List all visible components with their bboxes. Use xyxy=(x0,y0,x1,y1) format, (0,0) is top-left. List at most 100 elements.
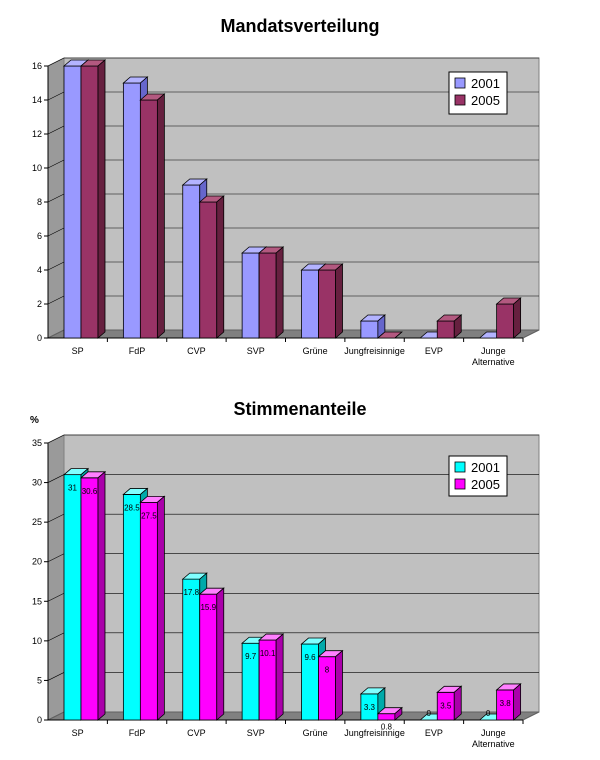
y-tick-label: 10 xyxy=(32,636,42,646)
y-tick-label: 6 xyxy=(37,231,42,241)
bar-side xyxy=(335,649,343,721)
data-label: 10.1 xyxy=(260,649,276,658)
data-label: 9.7 xyxy=(245,652,257,661)
gridline-side xyxy=(47,159,65,169)
y-tick-label: 14 xyxy=(32,95,42,105)
gridline-side xyxy=(47,227,65,237)
x-tick-label: CVP xyxy=(187,346,206,356)
y-tick-label: 0 xyxy=(37,715,42,725)
bar-side xyxy=(335,263,343,339)
data-label: 28.5 xyxy=(124,503,140,512)
data-label: 15.9 xyxy=(200,603,216,612)
gridline-side xyxy=(47,434,65,444)
gridline-side xyxy=(47,125,65,135)
x-tick-label: SP xyxy=(72,346,84,356)
data-label: 30.6 xyxy=(82,487,98,496)
x-tick-label: Grüne xyxy=(303,346,328,356)
bar-side xyxy=(275,633,284,721)
data-label: 3.5 xyxy=(440,701,452,710)
gridline-side xyxy=(47,513,65,523)
plot-side-wall xyxy=(47,434,65,721)
data-label: 27.5 xyxy=(141,511,157,520)
bar xyxy=(496,303,515,339)
y-tick-label: 10 xyxy=(32,163,42,173)
legend-label: 2001 xyxy=(471,76,500,91)
legend-label: 2005 xyxy=(471,93,500,108)
bar-side xyxy=(513,683,522,721)
data-label: 17.8 xyxy=(183,588,199,597)
y-tick-label: 4 xyxy=(37,265,42,275)
bar xyxy=(318,269,336,339)
legend: 2001 2005 xyxy=(448,455,508,497)
x-tick-label: SP xyxy=(72,728,84,738)
x-tick-label-line: Junge xyxy=(481,728,506,738)
x-tick-label: EVP xyxy=(425,346,443,356)
data-label: 8 xyxy=(325,666,330,675)
legend-swatch xyxy=(454,461,466,473)
legend-swatch xyxy=(454,77,466,89)
x-tick-label: CVP xyxy=(187,728,206,738)
x-tick-label: FdP xyxy=(129,728,146,738)
gridline-side xyxy=(47,553,65,562)
gridline-side xyxy=(47,474,65,483)
x-tick-label: Junge Alternative xyxy=(472,346,515,367)
x-tick-label: FdP xyxy=(129,346,146,356)
data-label: 3.8 xyxy=(500,699,512,708)
bar xyxy=(122,494,141,721)
bar-side xyxy=(97,59,106,339)
bar-side xyxy=(216,587,225,721)
x-tick-label-line: Alternative xyxy=(472,357,515,367)
legend-swatch xyxy=(454,478,466,490)
y-tick-label: 8 xyxy=(37,197,42,207)
bar-side xyxy=(156,495,165,721)
bar xyxy=(63,474,82,721)
y-tick-label: 2 xyxy=(37,299,42,309)
bar-side xyxy=(394,331,403,339)
bar-side xyxy=(394,706,403,721)
y-tick-label: 16 xyxy=(32,61,42,71)
y-axis-label: % xyxy=(30,415,39,426)
bar xyxy=(139,501,158,721)
chart-title: Mandatsverteilung xyxy=(220,16,379,36)
bar xyxy=(139,99,158,339)
legend-label: 2001 xyxy=(471,460,500,475)
bar xyxy=(258,252,277,339)
bar xyxy=(436,320,455,339)
bar xyxy=(199,201,218,339)
y-tick-label: 15 xyxy=(32,596,42,606)
plot-floor xyxy=(47,711,540,721)
gridline-side xyxy=(47,593,65,602)
legend-label: 2005 xyxy=(471,477,500,492)
x-tick-label: SVP xyxy=(247,346,265,356)
data-label: 0 xyxy=(427,709,432,718)
y-tick-label: 0 xyxy=(37,333,42,343)
bar-side xyxy=(513,297,522,339)
gridline-side xyxy=(47,261,65,271)
data-label: 0 xyxy=(486,709,491,718)
bar-side xyxy=(275,246,284,339)
chart-title: Stimmenanteile xyxy=(233,399,366,419)
data-label: 9.6 xyxy=(304,653,316,662)
bar-side xyxy=(156,93,165,339)
bar xyxy=(182,184,201,339)
gridline-side xyxy=(47,295,65,305)
x-tick-label: SVP xyxy=(247,728,265,738)
bar-side xyxy=(453,314,462,339)
legend: 2001 2005 xyxy=(448,71,508,115)
bar-side xyxy=(216,195,225,339)
data-label: 0.8 xyxy=(381,723,393,732)
gridline-side xyxy=(47,632,65,642)
bar-side xyxy=(97,470,106,721)
y-tick-label: 12 xyxy=(32,129,42,139)
bar xyxy=(122,82,141,339)
plot-floor xyxy=(47,329,540,339)
data-label: 31 xyxy=(68,484,77,493)
y-tick-label: 20 xyxy=(32,557,42,567)
gridline-side xyxy=(47,91,65,101)
bar xyxy=(182,578,201,721)
gridline-side xyxy=(47,672,65,681)
bar-side xyxy=(453,685,462,721)
bar xyxy=(80,65,99,339)
y-tick-label: 35 xyxy=(32,438,42,448)
